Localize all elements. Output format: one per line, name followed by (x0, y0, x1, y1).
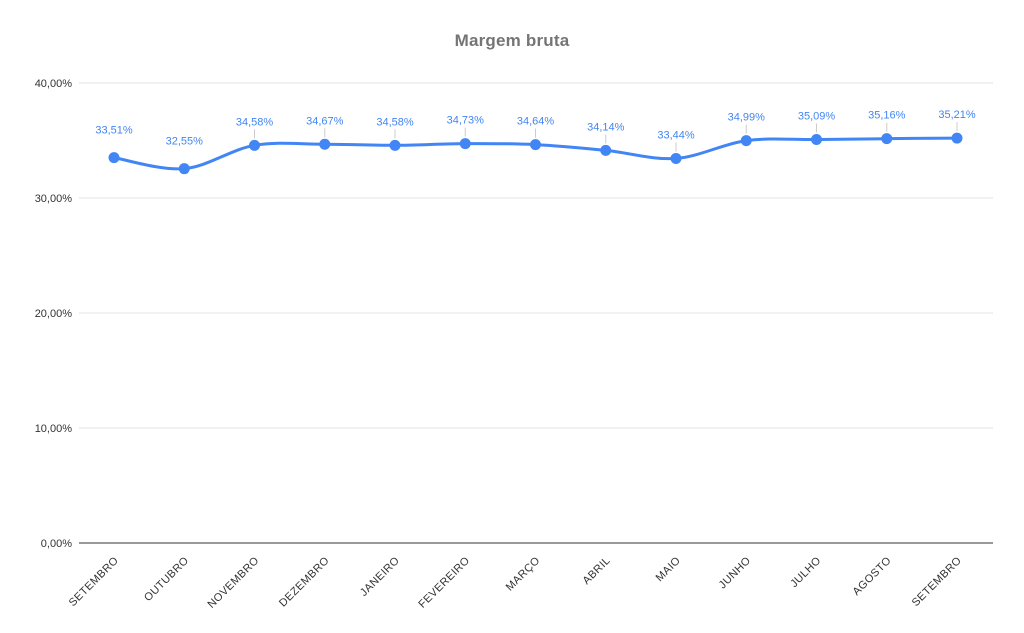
x-axis-label: AGOSTO (851, 555, 894, 598)
data-point[interactable] (389, 139, 401, 151)
x-axis-label: SETEMBRO (67, 555, 121, 609)
data-point[interactable] (951, 132, 963, 144)
x-axis-label: MARÇO (504, 555, 543, 594)
x-axis-label: MAIO (654, 555, 684, 585)
x-axis-label: FEVEREIRO (416, 555, 472, 611)
x-axis-label: SETEMBRO (910, 555, 964, 609)
data-label: 34,58% (236, 116, 274, 128)
y-tick-label: 10,00% (35, 423, 73, 435)
x-axis-label: NOVEMBRO (205, 555, 261, 611)
x-axis-label: JULHO (788, 555, 823, 590)
data-point[interactable] (740, 135, 752, 147)
data-label: 34,64% (517, 116, 555, 128)
data-point[interactable] (249, 139, 260, 151)
x-axis-label: DEZEMBRO (277, 555, 332, 610)
data-point[interactable] (530, 139, 541, 151)
x-axis-label: OUTUBRO (142, 555, 191, 604)
data-label: 35,16% (868, 110, 906, 122)
data-label: 34,67% (306, 115, 344, 127)
data-label: 34,99% (728, 112, 766, 124)
data-point[interactable] (600, 144, 612, 156)
data-point[interactable] (459, 138, 471, 150)
data-label: 33,44% (657, 129, 695, 141)
y-tick-label: 0,00% (41, 538, 72, 550)
x-axis-label: JUNHO (717, 555, 754, 592)
data-point[interactable] (178, 163, 190, 175)
data-label: 34,73% (447, 115, 485, 127)
data-label: 34,58% (376, 116, 414, 128)
data-label: 34,14% (587, 121, 625, 133)
data-label: 33,51% (95, 125, 133, 137)
x-axis-label: ABRIL (580, 555, 612, 587)
y-tick-label: 20,00% (35, 308, 73, 320)
chart-title: Margem bruta (454, 31, 570, 50)
data-label: 35,21% (938, 109, 976, 121)
data-point[interactable] (811, 133, 822, 145)
data-label: 35,09% (798, 110, 836, 122)
data-label: 32,55% (166, 136, 204, 148)
data-point[interactable] (670, 152, 682, 164)
x-axis-label: JANEIRO (358, 555, 402, 599)
y-tick-label: 40,00% (35, 78, 73, 90)
data-point[interactable] (881, 133, 893, 145)
data-point[interactable] (108, 152, 120, 164)
y-tick-label: 30,00% (35, 193, 73, 205)
data-point[interactable] (319, 138, 331, 150)
